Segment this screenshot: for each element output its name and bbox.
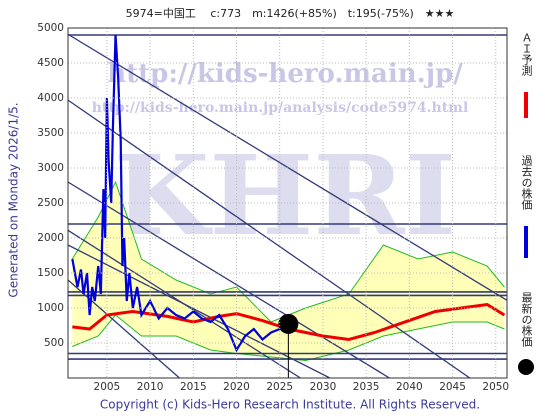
y-tick-label: 500 (44, 337, 64, 349)
y-tick-label: 4500 (37, 57, 64, 69)
trend-line (68, 279, 180, 378)
y-tick-label: 1500 (37, 267, 64, 279)
x-tick-label: 2045 (439, 381, 466, 393)
y-tick-label: 2500 (37, 197, 64, 209)
trend-line (68, 33, 507, 301)
x-tick-label: 2050 (482, 381, 509, 393)
x-tick-label: 2040 (396, 381, 423, 393)
trend-line (68, 244, 331, 378)
y-tick-label: 5000 (37, 22, 64, 34)
generated-note: Generated on Monday 2026/1/5. (7, 102, 21, 297)
y-tick-label: 3500 (37, 127, 64, 139)
copyright: Copyright (c) Kids-Hero Research Institu… (100, 398, 480, 412)
band-edge (72, 314, 505, 362)
y-tick-label: 1000 (37, 302, 64, 314)
watermark: KHRI (114, 131, 456, 260)
x-tick-label: 2025 (266, 381, 293, 393)
latest-point (278, 313, 299, 334)
x-tick-label: 2015 (180, 381, 207, 393)
legend-label: 最新の株価 (520, 292, 533, 347)
series-line (72, 302, 506, 342)
x-tick-label: 2030 (310, 381, 337, 393)
watermark: http://kids-hero.main.jp/analysis/code59… (92, 100, 469, 116)
x-tick-label: 2020 (223, 381, 250, 393)
legend-swatch (518, 359, 534, 375)
y-tick-label: 4000 (37, 92, 64, 104)
plot-frame (67, 27, 508, 379)
legend-label: ＡＩ予測 (520, 32, 533, 77)
series-line (71, 34, 288, 353)
trend-line (68, 99, 471, 378)
y-tick-label: 2000 (37, 232, 64, 244)
legend-label: 過去の株価 (520, 155, 533, 210)
x-tick-label: 2035 (353, 381, 380, 393)
y-tick-label: 3000 (37, 162, 64, 174)
x-tick-label: 2010 (137, 381, 164, 393)
x-tick-label: 2005 (94, 381, 121, 393)
watermark: http://kids-hero.main.jp/ (107, 59, 463, 89)
chart-title: 5974=中国工 c:773 m:1426(+85%) t:195(-75%) … (126, 7, 455, 20)
